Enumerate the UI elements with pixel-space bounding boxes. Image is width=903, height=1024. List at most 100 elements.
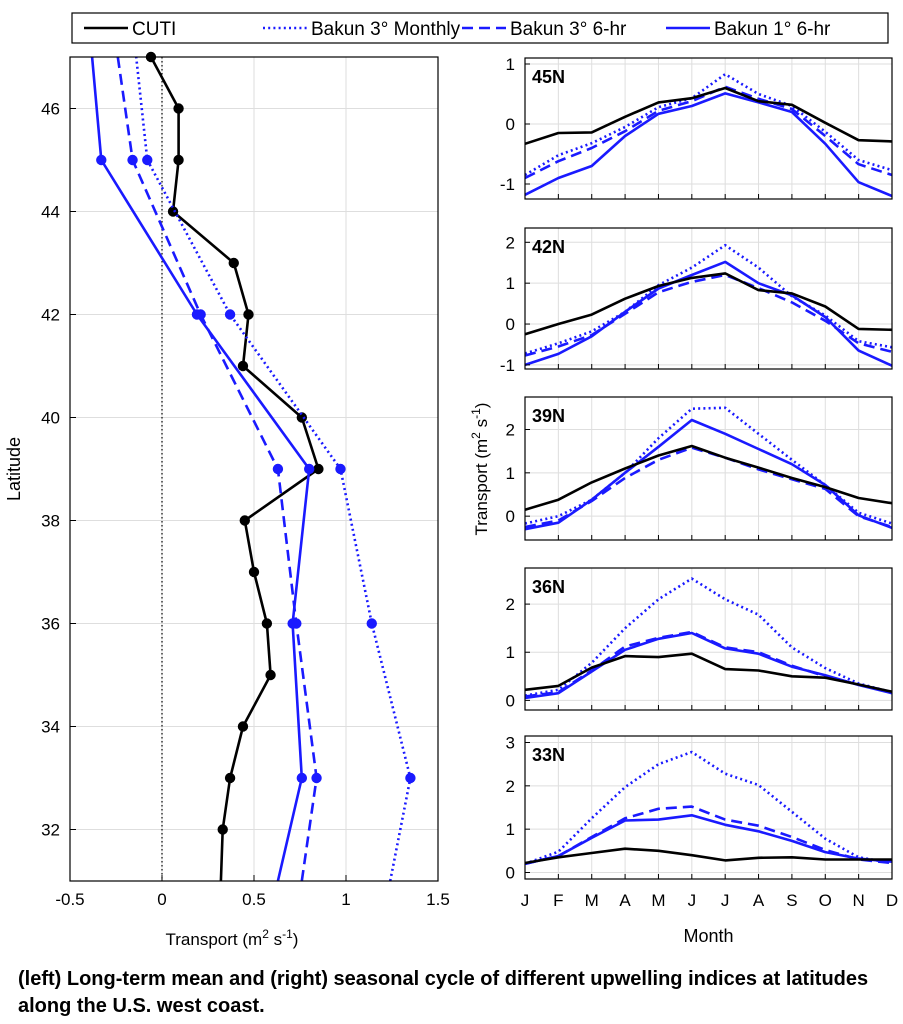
left-xlabel-sup: 1: [286, 927, 293, 941]
left-series-bakun3-6hr: [116, 57, 318, 881]
panel-ytick-label: -1: [500, 356, 515, 375]
panel-title: 36N: [532, 577, 565, 597]
left-point-cuti: [173, 154, 184, 166]
panel-ytick-label: 2: [506, 595, 515, 614]
panel-frame: [524, 57, 893, 200]
panel-42n: -1 0 1 2 42N: [500, 227, 893, 375]
panel-ytick-label: 1: [506, 274, 515, 293]
left-point-bakun3-monthly: [224, 309, 236, 320]
left-point-cuti: [228, 257, 239, 269]
panel-series-bakun1-6hr: [524, 260, 893, 367]
panel-title: 39N: [532, 406, 565, 426]
month-tick-label: M: [585, 891, 599, 910]
left-point-bakun1-6hr: [296, 772, 308, 784]
panel-36n: 0 1 2 36N: [506, 567, 893, 711]
month-tick-label: J: [521, 891, 530, 910]
left-point-cuti: [217, 824, 228, 835]
legend-label-cuti: CUTI: [132, 19, 176, 40]
right-ylabel-sup: 1: [469, 408, 483, 415]
panel-series-cuti: [524, 86, 893, 146]
month-tick-label: N: [852, 891, 864, 910]
panel-ytick-label: 0: [506, 315, 515, 334]
month-tick-label: A: [753, 891, 765, 910]
left-ytick-label: 46: [41, 100, 60, 119]
left-xtick-label: 1.5: [426, 890, 450, 909]
panel-frame: [524, 735, 893, 880]
month-tick-label: M: [651, 891, 665, 910]
left-point-bakun3-6hr: [311, 772, 322, 784]
left-point-bakun3-monthly: [142, 154, 153, 166]
left-point-bakun1-6hr: [191, 309, 203, 320]
left-point-cuti: [313, 463, 324, 475]
right-ylabel-sup: 2: [469, 432, 483, 439]
left-point-cuti: [237, 360, 249, 372]
left-xtick-label: 0: [157, 890, 166, 909]
left-xlabel-text: Transport (m: [166, 930, 263, 949]
panel-series-cuti: [524, 272, 893, 336]
left-series-cuti: [149, 57, 320, 881]
left-point-bakun3-6hr: [272, 463, 284, 475]
legend: CUTI Bakun 3° Monthly Bakun 3° 6-hr Bakun 1…: [71, 12, 889, 44]
panel-ytick-label: 1: [506, 464, 515, 483]
right-ylabel-text: ): [472, 403, 491, 409]
left-point-bakun1-6hr: [304, 463, 315, 475]
right-ylabel-sup: -: [469, 415, 483, 419]
panel-series-bakun1-6hr: [524, 92, 893, 198]
panel-series-bakun3-6hr: [524, 805, 893, 866]
month-tick-label: O: [819, 891, 832, 910]
panel-series-bakun3-monthly: [524, 750, 893, 866]
panel-series-cuti: [524, 652, 893, 693]
left-ytick-label: 40: [41, 409, 60, 428]
left-xtick-label: -0.5: [55, 890, 84, 909]
panel-frame: [524, 567, 893, 711]
right-ylabel: Transport (m2 s-1): [469, 403, 491, 536]
left-point-bakun3-monthly: [366, 618, 377, 629]
panel-series-cuti: [524, 847, 892, 865]
month-tick-label: J: [688, 891, 697, 910]
panel-title: 45N: [532, 67, 565, 87]
left-series-group: [90, 57, 416, 881]
left-ytick-label: 34: [41, 718, 60, 737]
figure-caption: (left) Long-term mean and (right) season…: [18, 968, 869, 1017]
panel-series-bakun1-6hr: [524, 631, 893, 700]
panel-ytick-label: 2: [506, 233, 515, 252]
panel-ytick-label: 0: [506, 507, 515, 526]
panel-series-bakun1-6hr: [524, 418, 893, 531]
left-point-cuti: [296, 412, 308, 423]
panel-title: 42N: [532, 237, 565, 257]
month-tick-label: D: [886, 891, 898, 910]
panel-45n: -1 0 1 45N: [500, 55, 893, 200]
month-tick-label: A: [619, 891, 631, 910]
right-ylabel-text: Transport (m: [472, 439, 491, 536]
panel-series-bakun3-monthly: [524, 72, 893, 177]
panel-series-bakun3-monthly: [524, 577, 893, 697]
left-point-cuti: [173, 103, 184, 114]
panel-33n: 0 1 2 3 33N: [506, 734, 893, 883]
left-xlabel: Transport (m2 s-1): [166, 927, 299, 949]
left-point-bakun3-monthly: [335, 463, 346, 475]
month-tick-label: S: [786, 891, 797, 910]
left-point-bakun1-6hr: [96, 154, 107, 166]
left-point-bakun3-monthly: [405, 772, 416, 784]
left-xlabel-sup: 2: [262, 927, 269, 941]
panel-series-bakun3-6hr: [524, 85, 893, 180]
left-xlabel-text: s: [269, 930, 282, 949]
left-xtick-label: 0.5: [242, 890, 266, 909]
panel-ytick-label: 2: [506, 421, 515, 440]
left-point-cuti: [224, 772, 236, 784]
panel-series-bakun1-6hr: [524, 813, 893, 866]
left-point-cuti: [265, 669, 276, 681]
panel-ytick-label: -1: [500, 175, 515, 194]
left-point-cuti: [239, 515, 250, 526]
left-ytick-label: 32: [41, 821, 60, 840]
left-point-cuti: [248, 566, 260, 578]
left-point-cuti: [261, 618, 273, 629]
left-ytick-label: 42: [41, 306, 60, 325]
legend-label-bakun3-monthly: Bakun 3° Monthly: [311, 19, 461, 40]
legend-label-bakun1-6hr: Bakun 1° 6-hr: [714, 19, 831, 40]
panel-series-cuti: [524, 444, 893, 511]
panel-ytick-label: 1: [506, 55, 515, 74]
left-point-cuti: [167, 206, 179, 217]
panel-ytick-label: 1: [506, 643, 515, 662]
